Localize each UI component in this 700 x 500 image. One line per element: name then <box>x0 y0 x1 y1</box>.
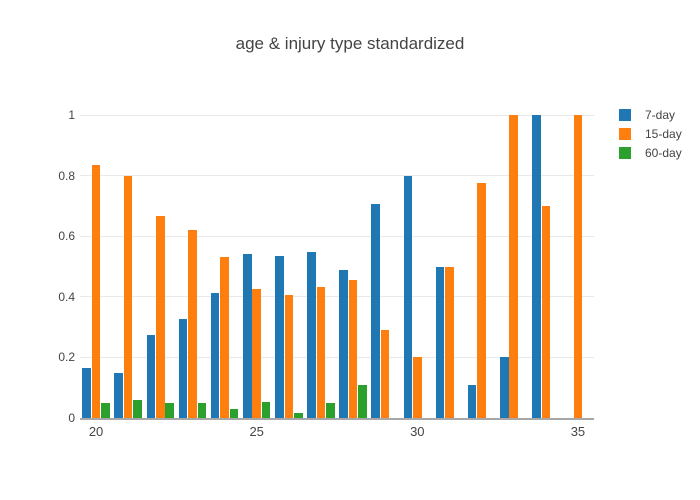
y-tick-label-0.8: 0.8 <box>58 168 75 183</box>
y-tick-label-0.6: 0.6 <box>58 229 75 244</box>
bar-15-day-age-22[interactable] <box>156 215 165 418</box>
y-tick-label-0.2: 0.2 <box>58 350 75 365</box>
y-tick-label-1: 1 <box>68 108 75 122</box>
bar-15-day-age-26[interactable] <box>284 295 294 418</box>
y-tick-label-0.4: 0.4 <box>58 289 75 304</box>
bar-60-day-age-24[interactable] <box>229 408 239 418</box>
x-tick-label-30: 30 <box>410 424 425 439</box>
bar-7-day-age-25[interactable] <box>242 254 252 418</box>
bar-15-day-age-27[interactable] <box>316 287 326 418</box>
gridline-y-1 <box>80 114 594 116</box>
bar-60-day-age-25[interactable] <box>261 401 271 418</box>
legend-color-swatch-icon <box>619 146 631 159</box>
bar-15-day-age-30[interactable] <box>413 357 422 418</box>
bar-60-day-age-26[interactable] <box>293 413 303 418</box>
gridline-y-0.2 <box>80 356 594 358</box>
bar-7-day-age-29[interactable] <box>371 204 381 418</box>
bar-7-day-age-33[interactable] <box>499 357 509 418</box>
bar-15-day-age-34[interactable] <box>541 205 551 418</box>
legend-item-60-day[interactable]: 60-day <box>619 143 682 162</box>
x-axis-line <box>80 418 594 420</box>
plot-area[interactable] <box>80 100 594 418</box>
bar-15-day-age-29[interactable] <box>380 330 390 418</box>
legend-item-15-day[interactable]: 15-day <box>619 124 682 143</box>
bar-15-day-age-31[interactable] <box>445 266 454 418</box>
bar-15-day-age-24[interactable] <box>220 256 229 418</box>
bar-60-day-age-22[interactable] <box>165 402 174 418</box>
gridline-y-0.8 <box>80 175 594 177</box>
bar-15-day-age-21[interactable] <box>123 175 133 418</box>
bar-7-day-age-20[interactable] <box>82 368 91 418</box>
bar-15-day-age-20[interactable] <box>91 165 101 418</box>
bar-15-day-age-33[interactable] <box>509 115 518 418</box>
legend-label: 7-day <box>645 107 676 122</box>
gridline-y-0.4 <box>80 296 594 298</box>
bar-7-day-age-27[interactable] <box>307 251 316 418</box>
bar-7-day-age-21[interactable] <box>114 373 124 418</box>
bar-7-day-age-22[interactable] <box>146 335 156 418</box>
bar-7-day-age-23[interactable] <box>178 318 188 418</box>
bar-15-day-age-32[interactable] <box>477 182 486 418</box>
y-tick-label-0: 0 <box>68 411 75 425</box>
chart-title: age & injury type standardized <box>235 34 465 53</box>
bar-60-day-age-20[interactable] <box>101 402 110 418</box>
bar-60-day-age-23[interactable] <box>197 402 207 418</box>
legend-color-swatch-icon <box>619 108 631 121</box>
bar-7-day-age-24[interactable] <box>210 292 220 418</box>
legend-label: 60-day <box>645 145 682 160</box>
x-tick-label-20: 20 <box>88 424 104 439</box>
legend-item-7-day[interactable]: 7-day <box>619 105 682 124</box>
bar-15-day-age-25[interactable] <box>252 288 261 418</box>
bar-7-day-age-31[interactable] <box>435 266 445 418</box>
bar-60-day-age-28[interactable] <box>358 384 367 418</box>
gridline-y-0.6 <box>80 235 594 237</box>
bar-15-day-age-23[interactable] <box>188 230 197 418</box>
x-tick-label-35: 35 <box>570 424 586 439</box>
legend: 7-day 15-day 60-day <box>619 105 682 162</box>
legend-color-swatch-icon <box>619 127 631 140</box>
bar-60-day-age-21[interactable] <box>133 400 142 418</box>
x-tick-label-25: 25 <box>249 424 264 439</box>
bar-7-day-age-34[interactable] <box>532 115 541 418</box>
legend-label: 15-day <box>645 126 682 141</box>
bar-7-day-age-30[interactable] <box>403 175 413 418</box>
bar-7-day-age-28[interactable] <box>339 270 348 418</box>
bar-15-day-age-35[interactable] <box>573 115 583 418</box>
bar-15-day-age-28[interactable] <box>348 280 358 418</box>
bar-7-day-age-32[interactable] <box>467 384 477 418</box>
bar-7-day-age-26[interactable] <box>275 255 284 418</box>
bar-60-day-age-27[interactable] <box>326 403 335 418</box>
